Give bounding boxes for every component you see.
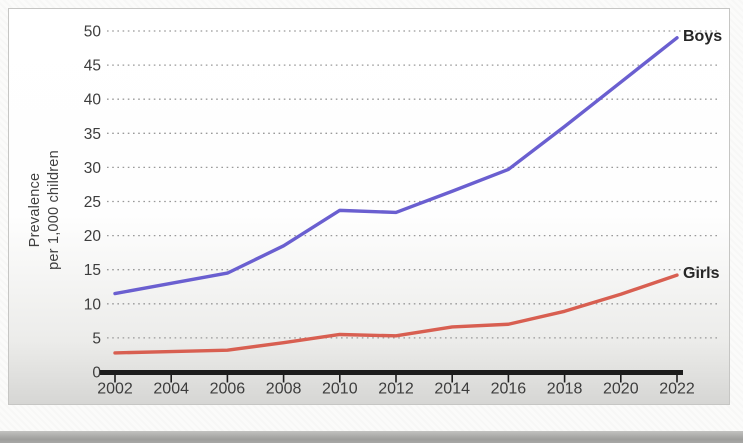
line-chart: 0 5 10 15 20 25 30 35 40 45 50 2002 2004 2006 2008 2010…	[84, 24, 719, 398]
y-tick-label: 45	[84, 58, 101, 75]
y-tick-label: 5	[92, 330, 101, 347]
y-axis-title-line1: Prevalence	[27, 172, 43, 248]
series-line-boys	[113, 36, 679, 296]
x-tick-label: 2008	[266, 381, 302, 398]
series-label-girls: Girls	[683, 265, 720, 283]
series-label-boys: Boys	[683, 27, 723, 45]
y-tick-label: 0	[92, 365, 101, 382]
x-tick-label: 2010	[322, 381, 358, 398]
x-tick-label: 2014	[434, 381, 470, 398]
y-tick-label: 15	[84, 262, 101, 279]
x-tick-label: 2016	[491, 381, 527, 398]
series-line-girls	[113, 273, 679, 355]
chart-card: 0 5 10 15 20 25 30 35 40 45 50 2002 2004 2006 2008 2010…	[8, 8, 730, 405]
x-tick-label: 2002	[97, 381, 133, 398]
y-tick-label: 20	[84, 228, 102, 245]
x-axis-ticks	[114, 375, 678, 383]
x-tick-label: 2018	[547, 381, 583, 398]
y-tick-label: 40	[84, 92, 102, 109]
x-tick-label: 2006	[210, 381, 246, 398]
x-tick-label: 2020	[603, 381, 639, 398]
x-axis-tick-labels: 2002 2004 2006 2008 2010 2012 2014 2016 2018 2020…	[97, 381, 695, 398]
x-tick-label: 2012	[378, 381, 414, 398]
y-axis-title: Prevalence per 1,000 children	[26, 80, 66, 340]
y-tick-label: 35	[84, 126, 101, 143]
x-tick-label: 2022	[659, 381, 695, 398]
y-axis-title-line2: per 1,000 children	[46, 150, 62, 270]
y-tick-label: 25	[84, 194, 101, 211]
y-axis-tick-labels: 0 5 10 15 20 25 30 35 40 45 50	[84, 24, 102, 382]
y-tick-label: 30	[84, 160, 102, 177]
y-tick-label: 10	[84, 296, 102, 313]
x-tick-label: 2004	[153, 381, 189, 398]
gridlines	[107, 30, 719, 339]
y-tick-label: 50	[84, 24, 102, 41]
bottom-shadow	[0, 431, 743, 443]
